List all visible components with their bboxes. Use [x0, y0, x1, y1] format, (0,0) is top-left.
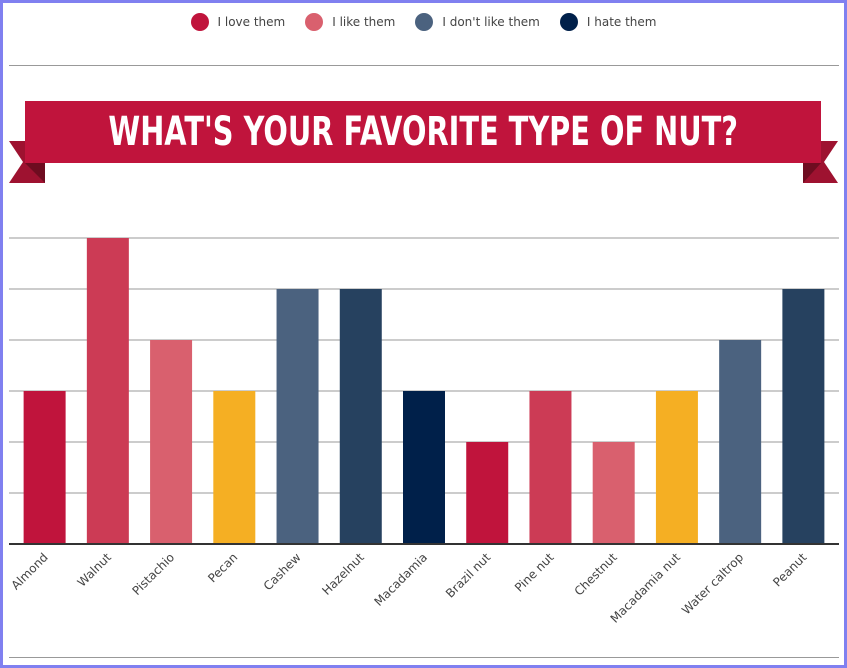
top-divider — [9, 65, 839, 66]
bar — [276, 289, 319, 544]
legend-label: I hate them — [586, 15, 657, 29]
bar — [592, 442, 635, 544]
x-tick-label: Pistachio — [129, 550, 177, 598]
chart-title: WHAT'S YOUR FAVORITE TYPE OF NUT? — [108, 109, 738, 155]
bar — [86, 238, 129, 544]
bar-chart: Almond Walnut Pistachio Pecan Cashew Hazelnut… — [8, 237, 839, 626]
legend-swatch — [190, 13, 209, 31]
x-tick-label: Macadamia nut — [608, 550, 684, 626]
legend-item: I like them — [305, 13, 395, 31]
x-tick-label: Pine nut — [512, 550, 557, 595]
bar — [466, 442, 509, 544]
x-tick-label: Hazelnut — [319, 550, 367, 598]
legend: I love them I like them I don't like them I… — [3, 13, 844, 31]
bar — [213, 391, 256, 544]
bar — [23, 391, 66, 544]
legend-swatch — [559, 13, 578, 31]
bottom-divider — [9, 657, 839, 658]
bar — [782, 289, 825, 544]
title-banner: WHAT'S YOUR FAVORITE TYPE OF NUT? — [3, 101, 844, 183]
bar — [529, 391, 572, 544]
x-tick-label: Macadamia — [371, 550, 430, 609]
legend-label: I don't like them — [442, 15, 540, 29]
bar — [339, 289, 382, 544]
x-tick-label: Cashew — [261, 550, 304, 593]
legend-swatch — [415, 13, 434, 31]
legend-swatch — [305, 13, 324, 31]
x-tick-label: Brazil nut — [443, 550, 494, 601]
x-tick-label: Peanut — [770, 550, 809, 589]
x-tick-label: Water caltrop — [679, 550, 746, 617]
legend-label: I like them — [332, 15, 396, 29]
bar — [655, 391, 698, 544]
bar — [719, 340, 762, 544]
legend-label: I love them — [217, 15, 286, 29]
legend-item: I love them — [190, 13, 286, 31]
x-tick-label: Walnut — [75, 550, 115, 590]
banner-body: WHAT'S YOUR FAVORITE TYPE OF NUT? — [25, 101, 821, 163]
x-tick-label: Almond — [8, 550, 50, 592]
bar — [150, 340, 193, 544]
bar — [403, 391, 445, 544]
x-tick-label: Chestnut — [572, 550, 620, 598]
x-tick-label: Pecan — [205, 550, 240, 585]
legend-item: I hate them — [559, 13, 657, 31]
legend-item: I don't like them — [415, 13, 540, 31]
